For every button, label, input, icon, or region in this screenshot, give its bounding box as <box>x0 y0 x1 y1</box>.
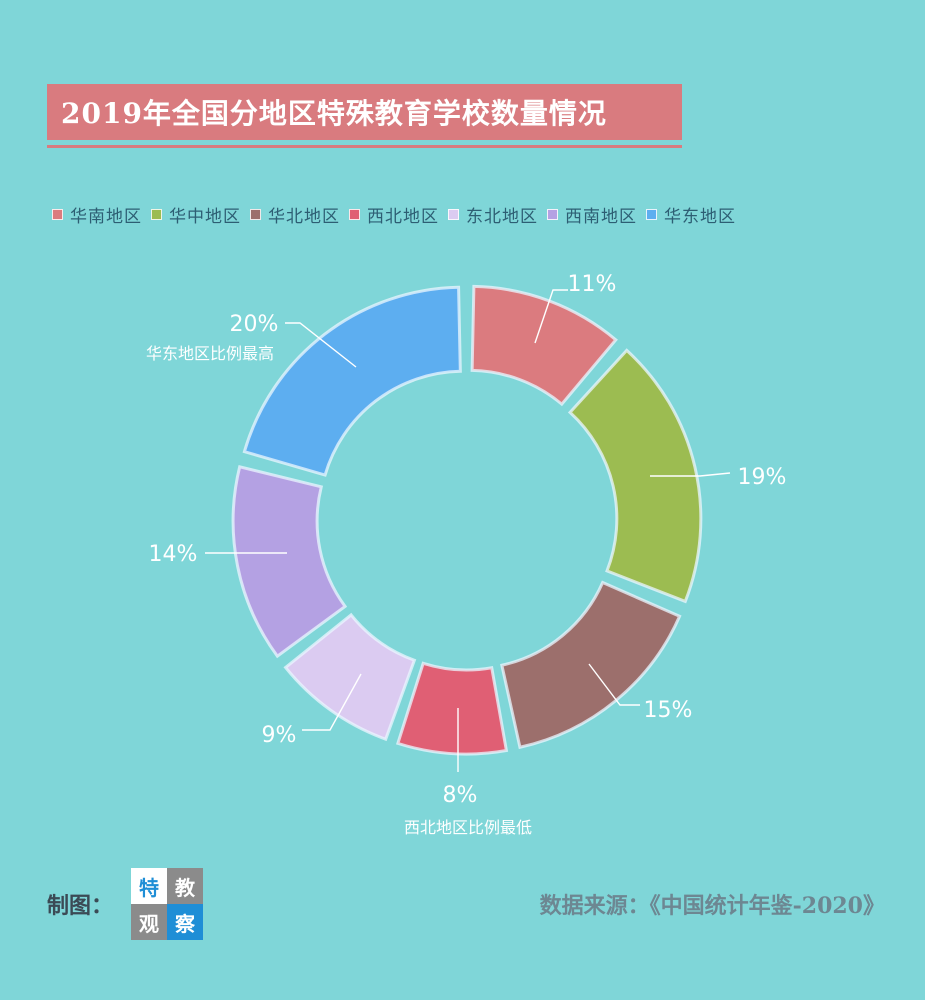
legend-label: 华东地区 <box>664 206 736 227</box>
legend-label: 华北地区 <box>268 206 340 227</box>
data-label: 9% <box>262 723 297 748</box>
leader-line <box>588 663 640 706</box>
leader-line <box>285 322 357 368</box>
legend-swatch <box>646 208 657 220</box>
legend-label: 华南地区 <box>70 206 142 227</box>
legend-swatch <box>52 208 63 220</box>
logo-char: 察 <box>167 904 203 940</box>
legend-item: 华北地区 <box>250 202 340 227</box>
leader-line <box>534 289 568 344</box>
data-label: 20% <box>230 312 279 337</box>
logo: 特 教 观 察 <box>131 868 203 940</box>
data-label: 15% <box>644 698 693 723</box>
chart-title-text: 2019年全国分地区特殊教育学校数量情况 <box>61 97 607 130</box>
legend-swatch <box>547 208 558 220</box>
pie-slice <box>567 348 703 604</box>
legend-swatch <box>151 208 162 220</box>
data-label: 8% <box>443 783 478 808</box>
annotation: 华东地区比例最高 <box>146 344 274 363</box>
legend: 华南地区 华中地区 华北地区 西北地区 东北地区 西南地区 华东地区 <box>52 200 745 228</box>
pie-slice <box>395 661 509 756</box>
data-label: 14% <box>149 542 198 567</box>
legend-item: 东北地区 <box>448 202 538 227</box>
leader-line <box>650 472 731 477</box>
logo-char: 教 <box>167 868 203 904</box>
leader-line <box>302 673 362 731</box>
pie-slice <box>470 284 618 407</box>
legend-swatch <box>448 208 459 220</box>
legend-item: 西北地区 <box>349 202 439 227</box>
data-label: 11% <box>568 272 617 297</box>
annotation: 西北地区比例最低 <box>404 818 532 837</box>
legend-swatch <box>349 208 360 220</box>
legend-item: 西南地区 <box>547 202 637 227</box>
chart-title: 2019年全国分地区特殊教育学校数量情况 <box>47 84 682 140</box>
logo-char: 特 <box>131 868 167 904</box>
data-label: 19% <box>738 465 787 490</box>
legend-item: 华中地区 <box>151 202 241 227</box>
pie-slice <box>231 464 348 659</box>
legend-item: 华南地区 <box>52 202 142 227</box>
pie-slice <box>283 612 417 742</box>
logo-char: 观 <box>131 904 167 940</box>
legend-label: 华中地区 <box>169 206 241 227</box>
credit-label: 制图： <box>47 893 114 919</box>
legend-label: 西北地区 <box>367 206 439 227</box>
legend-label: 东北地区 <box>466 206 538 227</box>
title-underline <box>47 145 682 148</box>
legend-swatch <box>250 208 261 220</box>
pie-slice <box>500 580 682 750</box>
legend-label: 西南地区 <box>565 206 637 227</box>
legend-item: 华东地区 <box>646 202 736 227</box>
source-note: 数据来源：《中国统计年鉴-2020》 <box>539 893 885 919</box>
pie-slice <box>242 285 462 477</box>
